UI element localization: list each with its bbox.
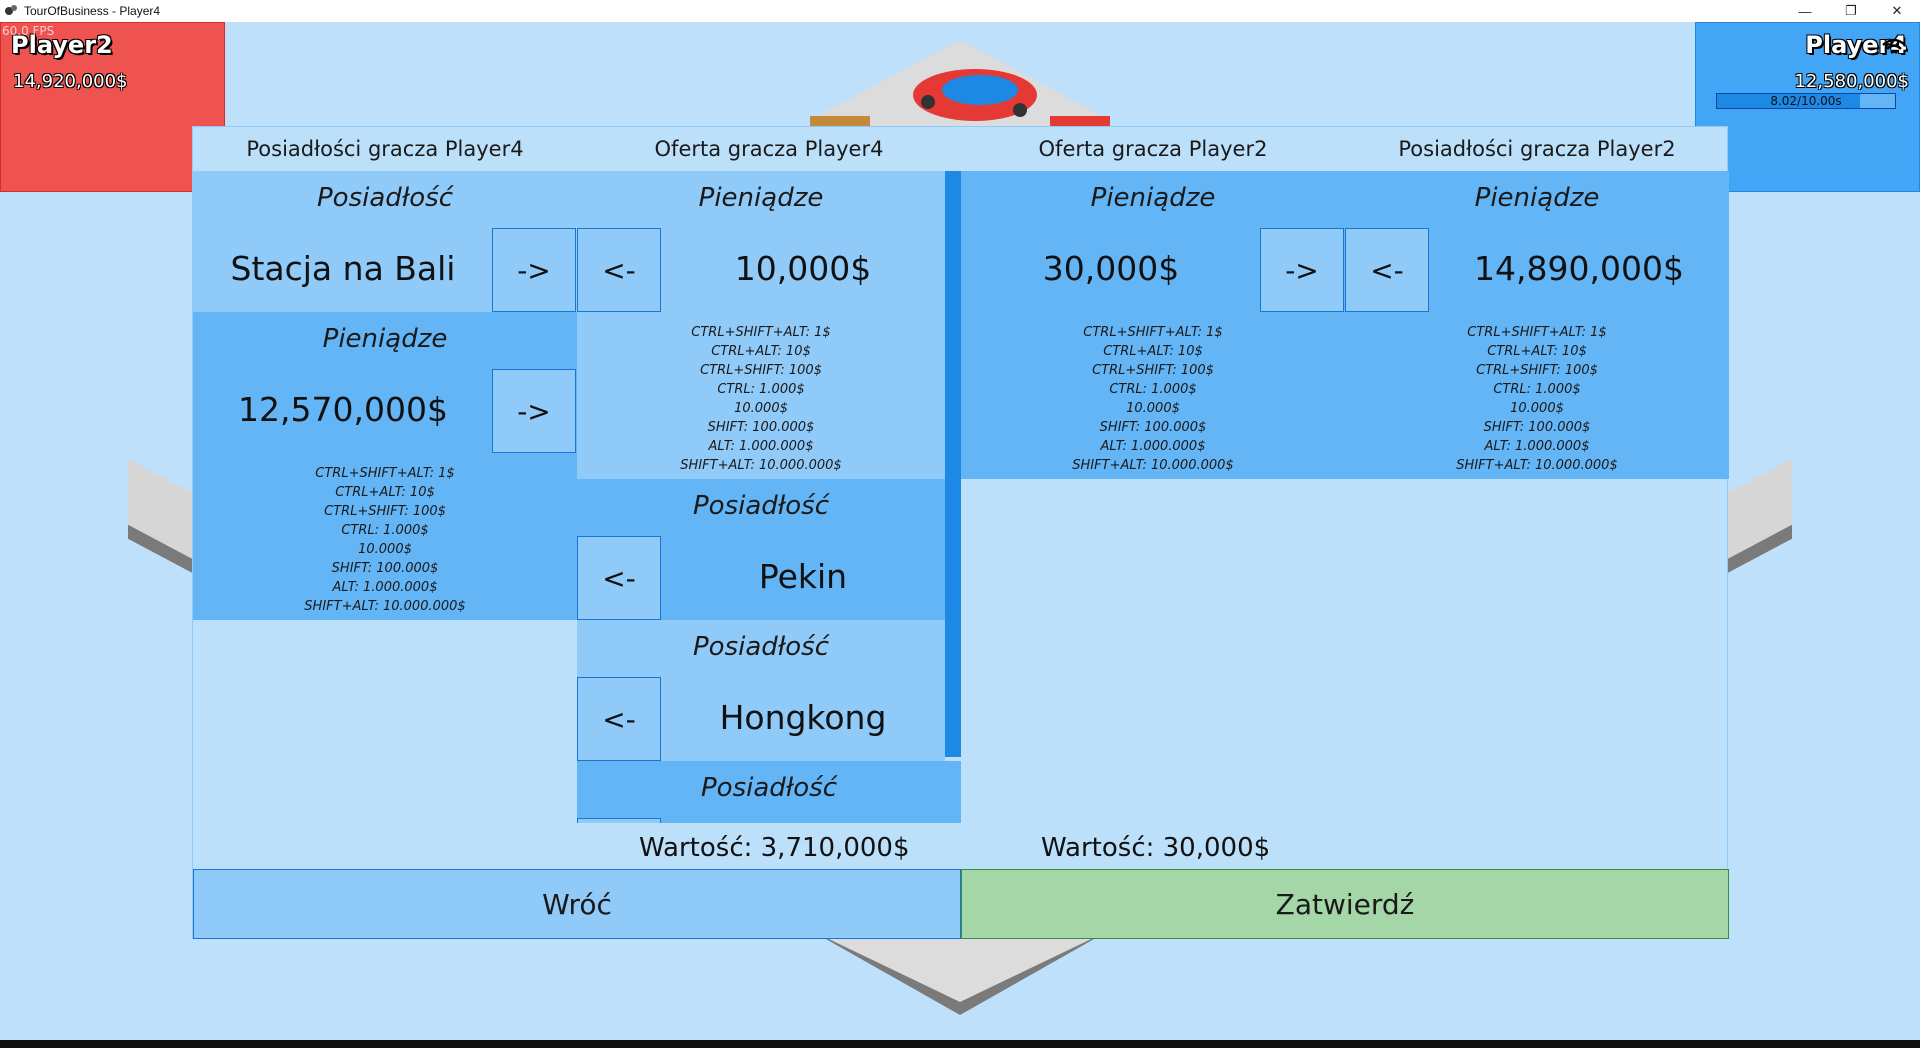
money-title: Pieniądze bbox=[1474, 183, 1600, 213]
property-name: Hongkong bbox=[719, 698, 887, 737]
remove-property-from-offer-button[interactable]: <- bbox=[577, 677, 661, 761]
money-value: 14,890,000$ bbox=[1474, 249, 1684, 288]
window-title-bar: TourOfBusiness - Player4 — ❐ ✕ bbox=[0, 0, 1920, 22]
property-title: Posiadłość bbox=[700, 773, 837, 803]
player4-name: Player4 bbox=[1805, 31, 1907, 59]
money-value: 30,000$ bbox=[1042, 249, 1180, 288]
p2-money-card: Pieniądze <- 14,890,000$ CTRL+SHIFT+ALT:… bbox=[1345, 171, 1729, 479]
header-p4-holdings: Posiadłości gracza Player4 bbox=[246, 137, 524, 161]
p4-offer-property-card-partial: Posiadłość bbox=[577, 761, 961, 823]
minimize-icon[interactable]: — bbox=[1798, 3, 1812, 19]
board-corner-top bbox=[810, 40, 1110, 140]
money-title: Pieniądze bbox=[322, 324, 448, 354]
modifier-hints: CTRL+SHIFT+ALT: 1$ CTRL+ALT: 10$ CTRL+SH… bbox=[1456, 325, 1618, 473]
money-value: 12,570,000$ bbox=[238, 390, 448, 429]
modifier-hints: CTRL+SHIFT+ALT: 1$ CTRL+ALT: 10$ CTRL+SH… bbox=[1072, 325, 1234, 473]
p2-offer-value: Wartość: 30,000$ bbox=[1041, 833, 1271, 863]
p4-property-card: Posiadłość Stacja na Bali -> bbox=[193, 171, 577, 312]
remove-money-from-offer-button[interactable]: <- bbox=[577, 228, 661, 312]
fps-counter: 60.0 FPS bbox=[2, 24, 55, 38]
header-p2-offer: Oferta gracza Player2 bbox=[1038, 137, 1268, 161]
car-icon bbox=[913, 69, 1037, 121]
p4-offer-property-card: Posiadłość <- Pekin bbox=[577, 479, 945, 620]
header-p2-holdings: Posiadłości gracza Player2 bbox=[1398, 137, 1676, 161]
remove-property-from-offer-button[interactable] bbox=[577, 818, 661, 823]
modifier-hints: CTRL+SHIFT+ALT: 1$ CTRL+ALT: 10$ CTRL+SH… bbox=[304, 466, 466, 614]
add-money-to-offer-button[interactable]: -> bbox=[492, 369, 576, 453]
property-title: Posiadłość bbox=[692, 632, 829, 662]
back-button[interactable]: Wróć bbox=[193, 869, 961, 939]
p4-money-card: Pieniądze 12,570,000$ -> CTRL+SHIFT+ALT:… bbox=[193, 312, 577, 620]
property-title: Posiadłość bbox=[692, 491, 829, 521]
close-icon[interactable]: ✕ bbox=[1891, 3, 1903, 18]
money-title: Pieniądze bbox=[698, 183, 824, 213]
player2-name: Player2 bbox=[11, 31, 113, 59]
player4-panel: Player4 12,580,000$ 8.02/10.00s bbox=[1695, 22, 1920, 192]
money-value: 10,000$ bbox=[734, 249, 872, 288]
restore-icon[interactable]: ❐ bbox=[1845, 3, 1857, 18]
p4-offer-money-card: Pieniądze <- 10,000$ CTRL+SHIFT+ALT: 1$ … bbox=[577, 171, 945, 479]
turn-timer-bar: 8.02/10.00s bbox=[1716, 93, 1896, 109]
player2-panel: Player2 14,920,000$ bbox=[0, 22, 225, 192]
player2-money: 14,920,000$ bbox=[13, 71, 128, 92]
request-p2-money-button[interactable]: <- bbox=[1345, 228, 1429, 312]
confirm-button[interactable]: Zatwierdź bbox=[961, 869, 1729, 939]
trade-dialog: Posiadłości gracza Player4 Oferta gracza… bbox=[192, 126, 1729, 939]
property-name: Stacja na Bali bbox=[230, 249, 456, 288]
add-property-to-offer-button[interactable]: -> bbox=[492, 228, 576, 312]
window-title: TourOfBusiness - Player4 bbox=[24, 4, 161, 18]
property-name: Pekin bbox=[758, 557, 848, 596]
header-p4-offer: Oferta gracza Player4 bbox=[654, 137, 884, 161]
remove-property-from-offer-button[interactable]: <- bbox=[577, 536, 661, 620]
taskbar bbox=[0, 1040, 1920, 1048]
money-title: Pieniądze bbox=[1090, 183, 1216, 213]
board-corner-bottom bbox=[810, 930, 1110, 1015]
offer-scrollbar[interactable] bbox=[945, 171, 961, 757]
player4-money: 12,580,000$ bbox=[1794, 71, 1909, 92]
p2-offer-money-card: Pieniądze 30,000$ -> CTRL+SHIFT+ALT: 1$ … bbox=[961, 171, 1345, 479]
p4-offer-value: Wartość: 3,710,000$ bbox=[639, 833, 910, 863]
property-title: Posiadłość bbox=[316, 183, 453, 213]
modifier-hints: CTRL+SHIFT+ALT: 1$ CTRL+ALT: 10$ CTRL+SH… bbox=[680, 325, 842, 473]
p4-offer-property-card: Posiadłość <- Hongkong bbox=[577, 620, 945, 761]
turn-timer-text: 8.02/10.00s bbox=[1770, 94, 1842, 108]
remove-p2-money-from-offer-button[interactable]: -> bbox=[1260, 228, 1344, 312]
app-icon bbox=[4, 4, 18, 18]
connection-icon bbox=[1882, 38, 1906, 54]
turn-timer-fill bbox=[1717, 94, 1860, 108]
